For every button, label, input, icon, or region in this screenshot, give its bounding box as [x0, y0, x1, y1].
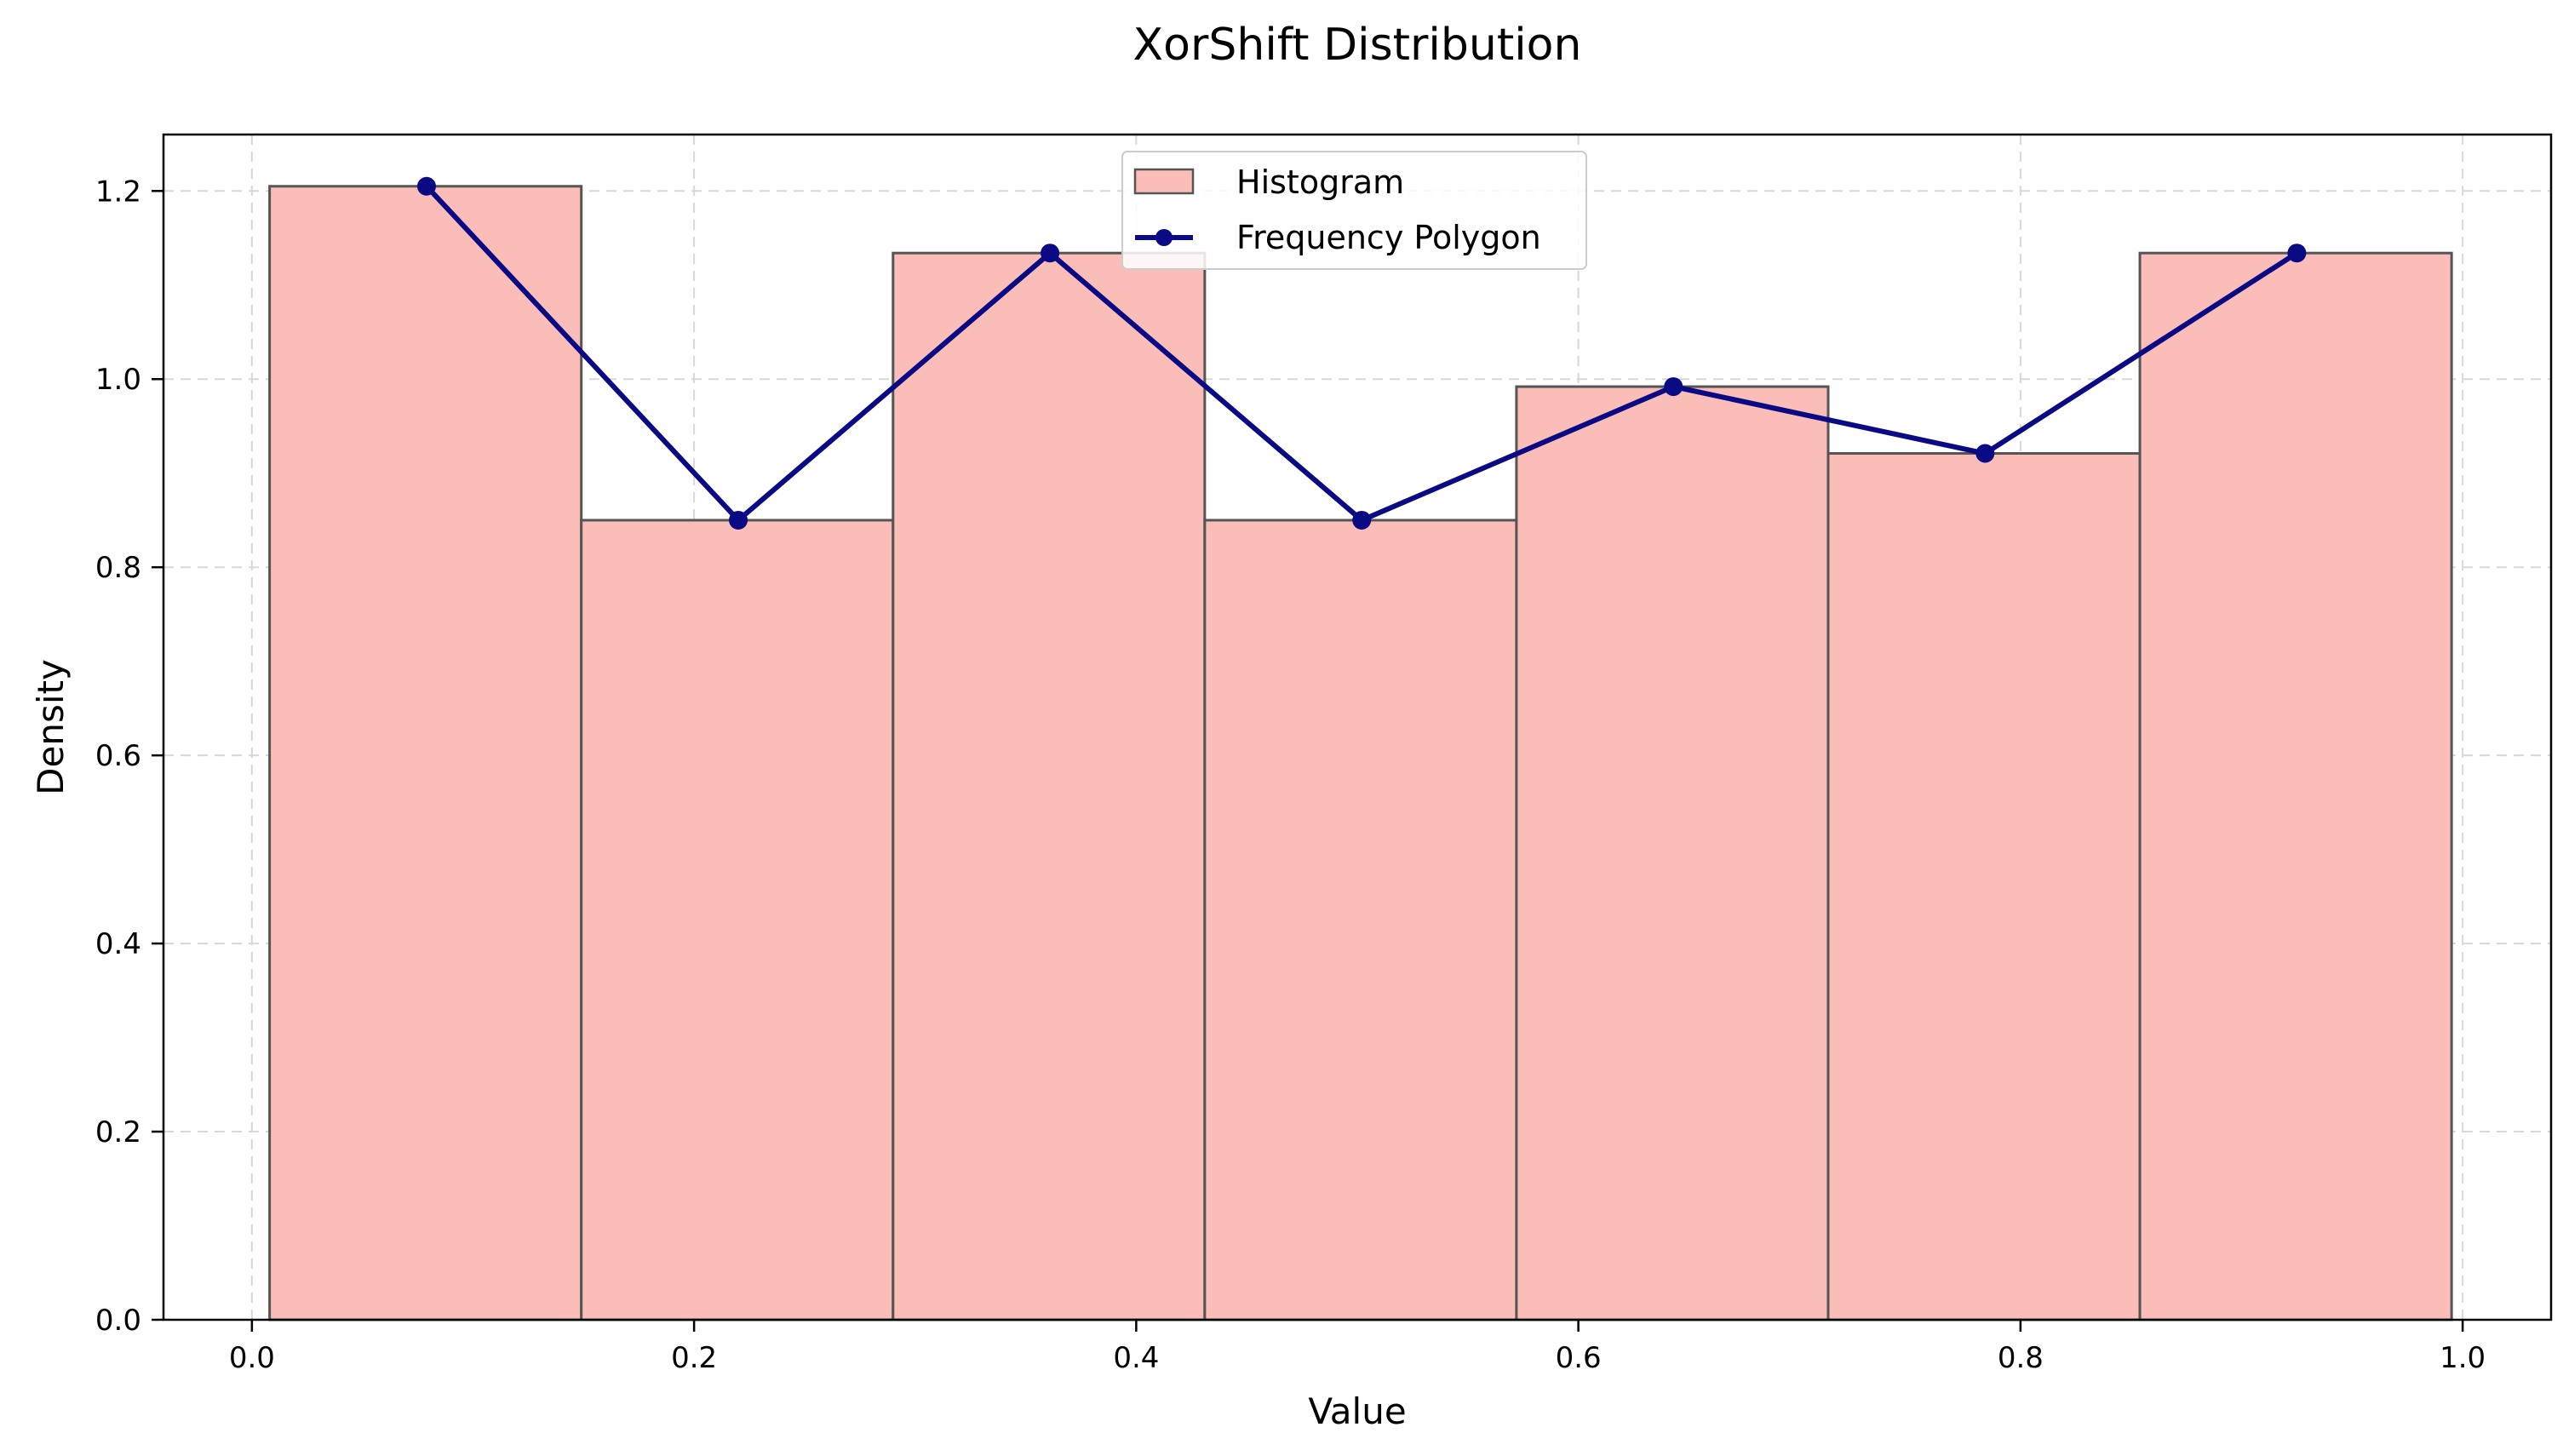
frequency-polygon-point [416, 176, 436, 196]
y-axis-ticks: 0.0 0.2 0.4 0.6 0.8 1.0 1.2 [95, 175, 163, 1338]
y-tick-label: 0.6 [95, 739, 141, 773]
histogram-bar [1826, 452, 2142, 1321]
frequency-polygon-point [1975, 444, 1995, 463]
histogram-bars [268, 185, 2453, 1321]
y-tick-label: 0.4 [95, 927, 141, 961]
x-tick-label: 0.8 [1998, 1341, 2044, 1375]
x-tick-label: 0.2 [671, 1341, 717, 1375]
plot-frame [162, 133, 2553, 1321]
frequency-polygon-point [2287, 244, 2307, 263]
frequency-polygon-point [1352, 510, 1372, 530]
x-axis-label: Value [1308, 1390, 1406, 1432]
y-axis-label: Density [30, 659, 72, 795]
y-tick-label: 0.8 [95, 551, 141, 585]
legend: Histogram Frequency Polygon [1121, 151, 1587, 270]
x-tick-label: 1.0 [2440, 1341, 2486, 1375]
frequency-polygon-point [1664, 377, 1683, 397]
y-tick-label: 0.0 [95, 1304, 141, 1338]
y-tick-label: 0.2 [95, 1115, 141, 1149]
frequency-polygon-point [1041, 244, 1060, 263]
histogram-bar [892, 251, 1207, 1321]
x-tick-label: 0.6 [1556, 1341, 1602, 1375]
legend-polygon-label: Frequency Polygon [1236, 219, 1541, 256]
legend-histogram-label: Histogram [1236, 163, 1404, 201]
x-tick-label: 0.0 [229, 1341, 275, 1375]
legend-polygon-marker [1155, 229, 1173, 246]
histogram-bar [1203, 519, 1518, 1321]
histogram-bar [580, 519, 895, 1321]
frequency-polygon-point [729, 510, 748, 530]
legend-histogram-swatch [1133, 168, 1195, 195]
y-tick-label: 1.2 [95, 175, 141, 209]
histogram-bar [268, 185, 583, 1321]
frequency-polygon [416, 176, 2307, 530]
legend-box [1121, 151, 1587, 270]
x-axis-ticks: 0.0 0.2 0.4 0.6 0.8 1.0 [229, 1320, 2486, 1375]
histogram-bar [2138, 251, 2453, 1321]
x-tick-label: 0.4 [1113, 1341, 1159, 1375]
chart-title: XorShift Distribution [1133, 20, 1582, 71]
histogram-bar [1515, 385, 1830, 1321]
y-tick-label: 1.0 [95, 363, 141, 397]
